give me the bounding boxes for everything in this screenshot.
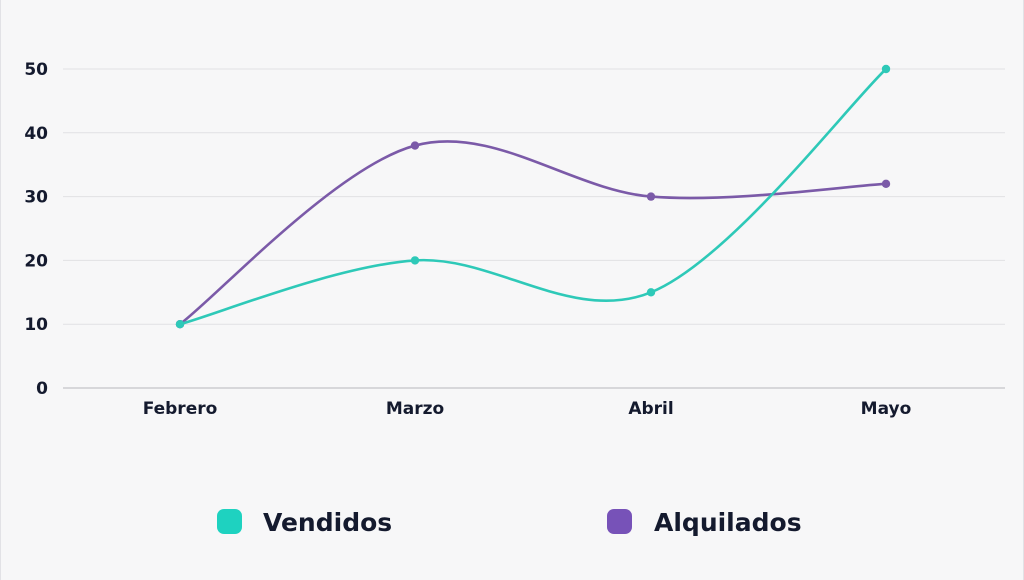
data-point-alquilados[interactable] — [646, 192, 656, 201]
x-axis: Febrero Marzo Abril Mayo — [143, 399, 912, 419]
data-point-vendidos[interactable] — [175, 320, 185, 329]
legend: Vendidos Alquilados — [217, 508, 802, 537]
x-tick-label: Marzo — [386, 399, 444, 419]
y-tick-label: 20 — [24, 251, 48, 271]
data-point-vendidos[interactable] — [646, 288, 656, 297]
legend-swatch-vendidos — [217, 509, 242, 534]
series-line-alquilados — [178, 140, 888, 326]
series-lines — [178, 67, 888, 326]
data-point-vendidos[interactable] — [410, 256, 420, 265]
x-tick-label: Abril — [628, 399, 673, 419]
legend-swatch-alquilados — [607, 509, 632, 534]
y-tick-label: 40 — [24, 124, 48, 144]
series-line-vendidos — [178, 67, 888, 326]
data-point-alquilados[interactable] — [881, 179, 891, 189]
y-tick-label: 30 — [24, 188, 48, 208]
y-tick-label: 0 — [36, 379, 48, 399]
legend-label-alquilados: Alquilados — [654, 508, 802, 537]
y-axis: 0 10 20 30 40 50 — [24, 60, 48, 399]
legend-label-vendidos: Vendidos — [263, 508, 392, 537]
data-point-vendidos[interactable] — [881, 64, 891, 74]
grid-lines — [63, 68, 1005, 389]
x-tick-label: Mayo — [861, 399, 912, 419]
data-point-alquilados[interactable] — [410, 141, 420, 150]
y-tick-label: 10 — [24, 315, 48, 335]
x-tick-label: Febrero — [143, 399, 218, 419]
y-tick-label: 50 — [24, 60, 48, 80]
series-points — [175, 64, 891, 329]
